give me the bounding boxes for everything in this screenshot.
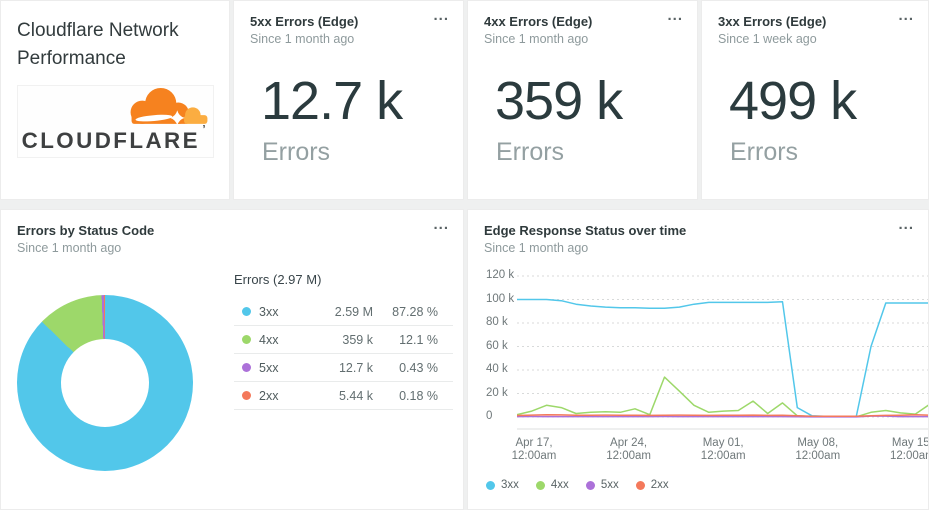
card-title: 3xx Errors (Edge) [718,14,827,29]
series-percent: 0.18 % [399,388,438,403]
series-line-2xx [517,413,928,418]
header-card: Cloudflare Network Performance CLOUDFLAR… [0,0,230,200]
card-subtitle: Since 1 month ago [484,241,589,255]
pie-legend-header: Errors (2.97 M) [234,272,322,287]
billboard-3xx-card: ... 3xx Errors (Edge) Since 1 week ago 4… [701,0,929,200]
billboard-value: 359 k [495,71,623,131]
edge-response-card: ... Edge Response Status over time Since… [467,209,929,510]
series-line-4xx [517,376,928,418]
x-axis-tick-label: Apr 17, 12:00am [511,437,557,462]
series-color-dot-icon [242,307,251,316]
legend-item-5xx[interactable]: 5xx [585,479,619,491]
legend-item-3xx[interactable]: 3xx [486,479,519,491]
series-value: 5.44 k [338,388,373,403]
card-subtitle: Since 1 month ago [17,241,122,255]
pie-legend-table: Errors (2.97 M) 3xx 2.59 M 87.28 % 4xx 359 k… [234,272,453,410]
legend-item-4xx[interactable]: 4xx [535,479,569,491]
billboard-label: Errors [262,138,331,166]
legend-label: 4xx [550,479,569,491]
series-percent: 0.43 % [399,360,438,375]
card-menu-button[interactable]: ... [898,7,914,24]
billboard-5xx-card: ... 5xx Errors (Edge) Since 1 month ago … [233,0,464,200]
donut-chart[interactable] [17,295,193,471]
y-axis-tick-label: 100 k [486,292,515,305]
billboard-label: Errors [496,138,565,166]
y-axis-tick-label: 120 k [486,269,515,281]
card-subtitle: Since 1 week ago [718,32,817,46]
card-menu-button[interactable]: ... [667,7,683,24]
legend-dot-icon [585,480,595,490]
series-color-dot-icon [242,335,251,344]
legend-dot-icon [486,480,495,490]
legend-label: 2xx [650,479,669,491]
cloudflare-trademark: ’ [203,124,206,136]
card-title: Errors by Status Code [17,223,155,238]
table-row[interactable]: 2xx 5.44 k 0.18 % [234,382,453,410]
card-menu-button[interactable]: ... [433,216,449,233]
table-row[interactable]: 4xx 359 k 12.1 % [234,326,453,354]
cloudflare-wordmark: CLOUDFLARE [22,128,200,153]
series-line-3xx [517,298,928,418]
series-label: 3xx [259,304,279,319]
billboard-value: 12.7 k [261,71,403,131]
chart-legend: 3xx 4xx 5xx 2xx [486,479,669,491]
x-axis-tick-label: May 01, 12:00am [700,437,746,462]
billboard-value: 499 k [729,71,857,131]
legend-label: 5xx [600,479,619,491]
series-label: 4xx [259,332,279,347]
series-percent: 87.28 % [392,304,438,319]
card-subtitle: Since 1 month ago [484,32,589,46]
card-menu-button[interactable]: ... [433,7,449,24]
y-axis-tick-label: 40 k [486,363,508,375]
legend-item-2xx[interactable]: 2xx [635,479,669,491]
legend-dot-icon [635,480,645,490]
series-value: 359 k [342,332,373,347]
x-axis-tick-label: May 15,12:00am [890,437,929,462]
y-axis-tick-label: 60 k [486,339,508,352]
billboard-label: Errors [730,138,799,166]
legend-dot-icon [535,480,545,490]
card-subtitle: Since 1 month ago [250,32,355,46]
legend-label: 3xx [501,479,519,491]
series-label: 2xx [259,388,279,403]
series-color-dot-icon [242,391,251,400]
x-axis-tick-label: May 08, 12:00am [795,437,841,462]
series-value: 2.59 M [334,304,373,319]
x-axis-tick-label: Apr 24, 12:00am [606,437,651,462]
series-percent: 12.1 % [399,332,438,347]
y-axis-tick-label: 0 [486,410,493,422]
table-row[interactable]: 3xx 2.59 M 87.28 % [234,298,453,326]
y-axis-tick-label: 20 k [486,386,508,399]
line-chart[interactable]: 120 k 100 k 80 k 60 k 40 k 20 k 0 Apr 17, 12:00a… [468,210,928,509]
cloudflare-logo-image: CLOUDFLARE ’ [22,87,208,153]
series-value: 12.7 k [338,360,373,375]
line-chart-plot[interactable] [517,210,929,435]
y-axis-tick-label: 80 k [486,316,508,328]
cloudflare-logo: CLOUDFLARE ’ [17,85,214,158]
dashboard-title: Cloudflare Network Performance [17,20,179,69]
table-row[interactable]: 5xx 12.7 k 0.43 % [234,354,453,382]
billboard-4xx-card: ... 4xx Errors (Edge) Since 1 month ago … [467,0,698,200]
card-title: 5xx Errors (Edge) [250,14,359,29]
cloudflare-cloud-icon [130,87,208,126]
errors-by-status-card: ... Errors by Status Code Since 1 month … [0,209,464,510]
card-menu-button[interactable]: ... [898,216,914,233]
series-color-dot-icon [242,363,251,372]
series-label: 5xx [259,360,279,375]
card-title: Edge Response Status over time [484,223,687,238]
pie-legend-rows: 3xx 2.59 M 87.28 % 4xx 359 k 12.1 % 5xx 12.7 k 0… [234,298,453,410]
card-title: 4xx Errors (Edge) [484,14,593,29]
